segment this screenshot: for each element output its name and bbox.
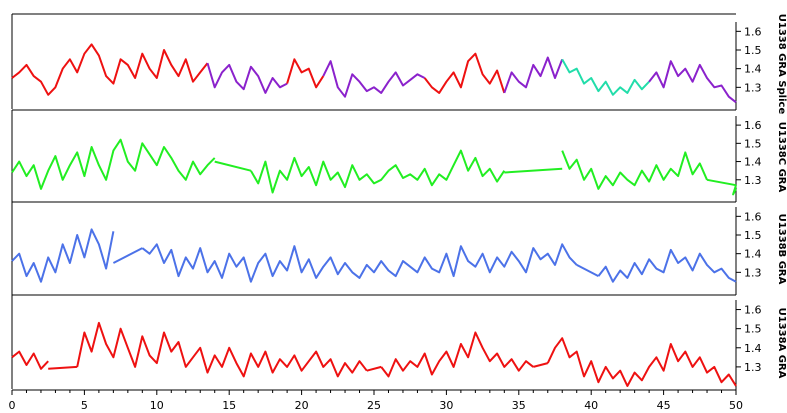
series-line-segment (546, 337, 737, 387)
series-line-segment (576, 264, 599, 277)
series-name-label: U1338 GRA Splice (776, 14, 787, 115)
x-tick-label: 25 (367, 399, 381, 412)
x-axis: 0 5 10 15 20 25 30 35 40 45 50 (9, 390, 743, 412)
y-tick-label: 1.6 (744, 119, 762, 132)
series-line-segment (11, 138, 216, 190)
series-line-segment (706, 178, 737, 187)
y-tick-label: 1.6 (744, 25, 762, 38)
panel-1: 1.3 1.4 1.5 1.6 U1338 GRA Splice (11, 14, 787, 115)
panel-3: 1.3 1.4 1.5 1.6 U1338B GRA (11, 201, 787, 296)
series-line-segment (141, 243, 578, 283)
series-line-segment (533, 362, 549, 368)
y-tick-label: 1.3 (744, 361, 762, 374)
series-line-segment (322, 60, 426, 98)
panel-4: 1.3 1.4 1.5 1.6 U1338A GRA (11, 294, 787, 391)
series-line-segment (48, 365, 78, 370)
series-line-segment (380, 331, 534, 378)
x-tick-label: 0 (9, 399, 16, 412)
series-line-segment (76, 321, 368, 378)
series-line-segment (597, 248, 737, 283)
y-tick-label: 1.4 (744, 156, 762, 169)
y-tick-label: 1.4 (744, 248, 762, 261)
series-line-segment (11, 228, 115, 283)
y-tick-label: 1.6 (744, 304, 762, 317)
y-tick-label: 1.5 (744, 137, 762, 150)
x-tick-label: 45 (657, 399, 671, 412)
series-name-label: U1338A GRA (776, 308, 787, 379)
y-tick-label: 1.5 (744, 229, 762, 242)
x-tick-label: 20 (295, 399, 309, 412)
x-tick-label: 30 (439, 399, 453, 412)
series-line-segment (503, 56, 564, 94)
x-tick-label: 35 (512, 399, 526, 412)
y-tick-label: 1.3 (744, 266, 762, 279)
series-line-segment (423, 52, 506, 94)
x-tick-label: 10 (150, 399, 164, 412)
series-line-segment (11, 43, 209, 96)
series-line-segment (286, 58, 325, 89)
x-tick-label: 5 (81, 399, 88, 412)
series-line-segment (112, 247, 143, 264)
y-tick-label: 1.4 (744, 342, 762, 355)
series-line-segment (250, 149, 506, 194)
series-name-label: U1338B GRA (776, 214, 787, 285)
panels-group: 1.3 1.4 1.5 1.6 U1338 GRA Splice 1.3 1.4 1.5 1.6… (11, 14, 787, 391)
series-line-segment (504, 167, 563, 174)
y-tick-label: 1.5 (744, 44, 762, 57)
series-line-segment (214, 160, 252, 172)
series-line-segment (561, 150, 708, 190)
series-name-label: U1338C GRA (776, 122, 787, 193)
series-line-segment (732, 184, 737, 196)
series-line-segment (366, 365, 382, 372)
series-line-segment (648, 60, 737, 104)
y-tick-label: 1.3 (744, 81, 762, 94)
y-tick-label: 1.3 (744, 174, 762, 187)
series-line-segment (11, 350, 49, 370)
x-tick-label: 15 (222, 399, 236, 412)
x-tick-label: 50 (729, 399, 743, 412)
y-tick-label: 1.6 (744, 210, 762, 223)
panel-2: 1.3 1.4 1.5 1.6 U1338C GRA (11, 110, 787, 203)
y-tick-label: 1.4 (744, 63, 762, 76)
y-tick-label: 1.5 (744, 323, 762, 336)
x-tick-label: 40 (584, 399, 598, 412)
series-line-segment (561, 58, 650, 96)
series-line-segment (206, 62, 288, 94)
